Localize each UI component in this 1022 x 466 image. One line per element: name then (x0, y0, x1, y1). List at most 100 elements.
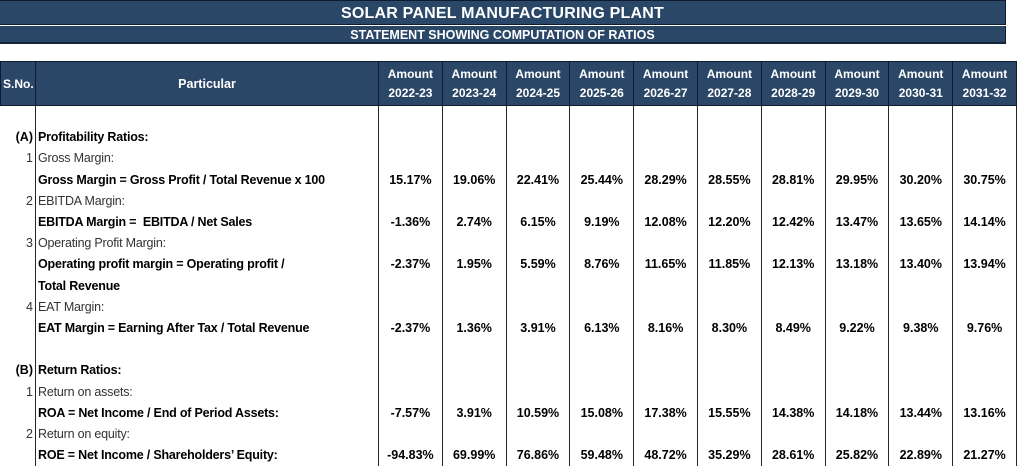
value-cell[interactable] (888, 232, 954, 254)
value-cell[interactable] (697, 147, 762, 170)
value-cell[interactable] (442, 190, 507, 212)
value-cell[interactable]: 10.59% (506, 402, 571, 424)
column-header-sno[interactable]: S.No. (0, 61, 36, 106)
value-cell[interactable] (697, 423, 762, 445)
value-cell[interactable] (952, 275, 1017, 297)
value-cell[interactable]: 22.41% (506, 169, 571, 191)
value-cell[interactable] (506, 147, 571, 170)
value-cell[interactable] (633, 296, 698, 318)
value-cell[interactable] (825, 380, 890, 403)
particular-cell[interactable]: Gross Margin: (35, 147, 379, 170)
value-cell[interactable] (506, 380, 571, 403)
value-cell[interactable]: 11.85% (697, 253, 762, 275)
value-cell[interactable]: 2.74% (442, 211, 507, 233)
value-cell[interactable] (697, 275, 762, 297)
value-cell[interactable] (761, 147, 826, 170)
particular-cell[interactable] (35, 105, 379, 127)
value-cell[interactable] (888, 338, 954, 360)
value-cell[interactable] (506, 359, 571, 381)
particular-cell[interactable]: Gross Margin = Gross Profit / Total Reve… (35, 169, 379, 191)
particular-cell[interactable]: EAT Margin = Earning After Tax / Total R… (35, 317, 379, 339)
sno-cell[interactable] (0, 253, 36, 275)
value-cell[interactable] (952, 105, 1017, 127)
value-cell[interactable] (633, 359, 698, 381)
value-cell[interactable] (952, 359, 1017, 381)
particular-cell[interactable]: EBITDA Margin: (35, 190, 379, 212)
column-header-amount-2022-23[interactable]: Amount 2022-23 (378, 61, 443, 106)
value-cell[interactable] (506, 423, 571, 445)
value-cell[interactable] (825, 296, 890, 318)
value-cell[interactable] (442, 126, 507, 148)
particular-cell[interactable] (35, 338, 379, 360)
value-cell[interactable]: 9.19% (569, 211, 635, 233)
value-cell[interactable]: 13.47% (825, 211, 890, 233)
sno-cell[interactable]: 4 (0, 296, 36, 318)
particular-cell[interactable]: ROE = Net Income / Shareholders’ Equity: (35, 444, 379, 466)
value-cell[interactable] (761, 338, 826, 360)
value-cell[interactable]: 30.75% (952, 169, 1017, 191)
value-cell[interactable]: 15.55% (697, 402, 762, 424)
value-cell[interactable] (633, 380, 698, 403)
value-cell[interactable] (506, 338, 571, 360)
value-cell[interactable] (825, 359, 890, 381)
value-cell[interactable] (569, 423, 635, 445)
value-cell[interactable]: 14.14% (952, 211, 1017, 233)
value-cell[interactable]: 3.91% (506, 317, 571, 339)
value-cell[interactable] (569, 338, 635, 360)
value-cell[interactable] (633, 147, 698, 170)
value-cell[interactable]: 19.06% (442, 169, 507, 191)
value-cell[interactable] (825, 190, 890, 212)
value-cell[interactable] (888, 423, 954, 445)
value-cell[interactable] (888, 275, 954, 297)
value-cell[interactable] (825, 232, 890, 254)
value-cell[interactable] (506, 296, 571, 318)
value-cell[interactable]: 3.91% (442, 402, 507, 424)
value-cell[interactable] (761, 275, 826, 297)
value-cell[interactable] (825, 105, 890, 127)
value-cell[interactable] (761, 126, 826, 148)
value-cell[interactable] (952, 190, 1017, 212)
value-cell[interactable] (952, 296, 1017, 318)
value-cell[interactable]: 14.18% (825, 402, 890, 424)
value-cell[interactable] (506, 275, 571, 297)
sno-cell[interactable]: 3 (0, 232, 36, 254)
value-cell[interactable]: 1.36% (442, 317, 507, 339)
column-header-amount-2025-26[interactable]: Amount 2025-26 (569, 61, 635, 106)
value-cell[interactable]: 25.82% (825, 444, 890, 466)
value-cell[interactable] (378, 359, 443, 381)
value-cell[interactable]: 59.48% (569, 444, 635, 466)
column-header-amount-2023-24[interactable]: Amount 2023-24 (441, 61, 507, 106)
value-cell[interactable] (378, 232, 443, 254)
value-cell[interactable]: 35.29% (697, 444, 762, 466)
value-cell[interactable] (442, 232, 507, 254)
value-cell[interactable] (378, 338, 443, 360)
sno-cell[interactable] (0, 169, 36, 191)
value-cell[interactable]: 15.08% (569, 402, 635, 424)
value-cell[interactable] (888, 105, 954, 127)
value-cell[interactable] (442, 380, 507, 403)
value-cell[interactable] (378, 275, 443, 297)
value-cell[interactable] (825, 126, 890, 148)
value-cell[interactable] (442, 105, 507, 127)
particular-cell[interactable]: EBITDA Margin = EBITDA / Net Sales (35, 211, 379, 233)
value-cell[interactable] (888, 296, 954, 318)
value-cell[interactable]: 48.72% (633, 444, 698, 466)
sno-cell[interactable] (0, 444, 36, 466)
value-cell[interactable]: 13.65% (888, 211, 954, 233)
value-cell[interactable] (952, 423, 1017, 445)
value-cell[interactable] (506, 232, 571, 254)
particular-cell[interactable]: Return on assets: (35, 380, 379, 403)
column-header-amount-2029-30[interactable]: Amount 2029-30 (824, 61, 890, 106)
value-cell[interactable]: 8.49% (761, 317, 826, 339)
value-cell[interactable] (697, 232, 762, 254)
value-cell[interactable] (761, 423, 826, 445)
value-cell[interactable]: 13.44% (888, 402, 954, 424)
particular-cell[interactable]: Total Revenue (35, 275, 379, 297)
value-cell[interactable]: 1.95% (442, 253, 507, 275)
value-cell[interactable] (761, 232, 826, 254)
value-cell[interactable] (697, 296, 762, 318)
value-cell[interactable]: 14.38% (761, 402, 826, 424)
column-header-particular[interactable]: Particular (35, 61, 379, 106)
value-cell[interactable] (952, 338, 1017, 360)
value-cell[interactable] (378, 105, 443, 127)
